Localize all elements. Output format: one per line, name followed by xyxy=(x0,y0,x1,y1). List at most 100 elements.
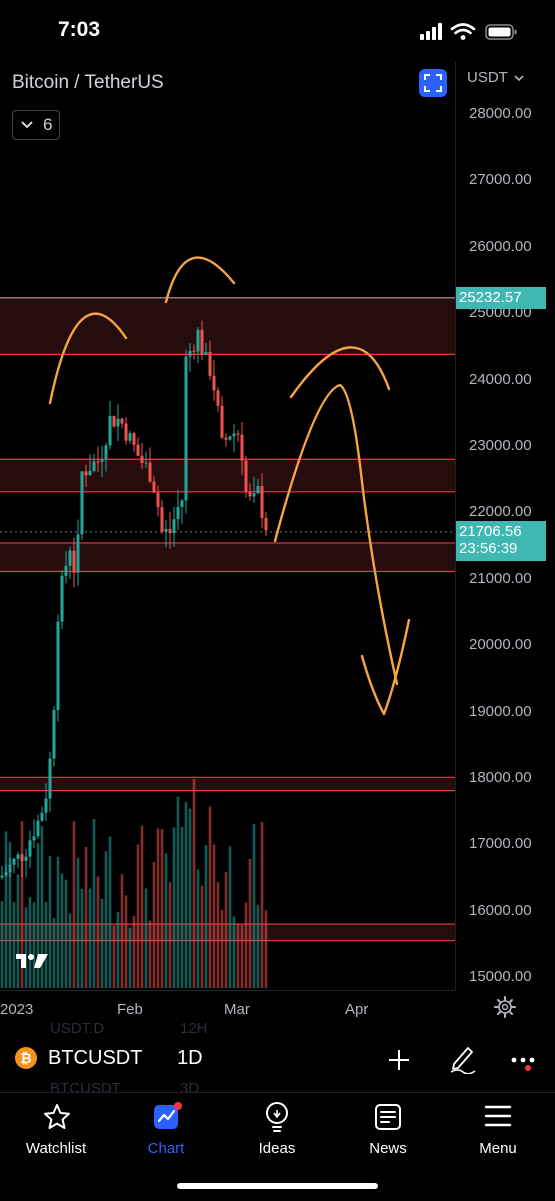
candle-body xyxy=(208,351,212,376)
nav-label: Menu xyxy=(479,1140,517,1157)
price-tick-label: 15000.00 xyxy=(469,968,532,986)
nav-news[interactable]: News xyxy=(338,1098,438,1158)
volume-bar xyxy=(36,842,40,988)
volume-bar xyxy=(160,829,164,988)
candle-body xyxy=(180,500,184,508)
price-tick-label: 20000.00 xyxy=(469,636,532,654)
nav-label: Chart xyxy=(147,1140,185,1157)
currency-selector[interactable]: USDT xyxy=(467,69,524,86)
volume-bar xyxy=(56,856,60,988)
chart-area[interactable] xyxy=(0,62,455,990)
candle-body xyxy=(52,710,56,759)
nav-chart[interactable]: Chart xyxy=(116,1098,216,1158)
high-price-tag: 25232.57 xyxy=(456,286,546,309)
time-label-feb: Feb xyxy=(117,1001,143,1018)
fullscreen-button[interactable] xyxy=(419,69,447,97)
candle-body xyxy=(172,519,176,534)
price-tick-label: 16000.00 xyxy=(469,901,532,919)
candle-body xyxy=(108,416,112,446)
candle-body xyxy=(212,375,216,391)
price-scale[interactable]: 28000.00 27000.00 26000.00 25000.00 24000.00… xyxy=(455,62,555,990)
candle-body xyxy=(44,798,48,813)
chart-title: Bitcoin / TetherUS xyxy=(12,72,164,93)
volume-bar xyxy=(20,821,24,988)
nav-menu[interactable]: Menu xyxy=(448,1098,548,1158)
candle-body xyxy=(84,471,88,476)
candle-body xyxy=(260,486,264,518)
volume-bar xyxy=(88,888,92,988)
candle-body xyxy=(112,416,116,427)
volume-bar xyxy=(252,823,256,988)
cellular-signal-icon xyxy=(420,23,442,40)
candle-body xyxy=(200,329,204,355)
time-label-apr: Apr xyxy=(345,1001,369,1018)
volume-bar xyxy=(224,871,228,988)
volume-bar xyxy=(108,836,112,988)
candle-body xyxy=(4,872,8,876)
candle-body xyxy=(220,405,224,438)
volume-bar xyxy=(200,885,204,988)
volume-bar xyxy=(152,861,156,988)
candle-body xyxy=(24,856,28,861)
candle-body xyxy=(0,875,4,878)
time-label-mar: Mar xyxy=(224,1001,250,1018)
currency-label: USDT xyxy=(467,69,508,86)
volume-bar xyxy=(204,845,208,988)
resistance-zone xyxy=(0,777,455,791)
candle-body xyxy=(248,491,252,497)
svg-text:₿: ₿ xyxy=(20,1051,31,1067)
candle-body xyxy=(116,418,120,427)
candle-body xyxy=(40,812,44,821)
more-options-icon[interactable] xyxy=(510,1054,538,1074)
volume-bar xyxy=(212,844,216,988)
candle-body xyxy=(60,575,64,622)
volume-bar xyxy=(228,846,232,988)
nav-watchlist[interactable]: Watchlist xyxy=(6,1098,106,1158)
candle-body xyxy=(8,864,12,873)
wifi-icon xyxy=(450,23,476,35)
ghost-symbol-above: USDT.D xyxy=(50,1020,105,1037)
candle-body xyxy=(16,854,20,859)
candlestick-chart[interactable] xyxy=(0,62,455,990)
candle-body xyxy=(256,486,260,494)
volume-bar xyxy=(244,902,248,988)
interval-selector[interactable]: 1D xyxy=(177,1047,203,1069)
volume-bar xyxy=(172,827,176,988)
volume-bar xyxy=(124,895,128,988)
chevron-down-icon xyxy=(21,121,33,129)
volume-bar xyxy=(4,831,8,988)
drawn-projection-path xyxy=(273,383,399,686)
volume-bar xyxy=(184,801,188,988)
symbol-name[interactable]: BTCUSDT xyxy=(48,1047,143,1069)
volume-bar xyxy=(136,844,140,988)
resistance-zone xyxy=(0,459,455,492)
indicator-toggle-chip[interactable]: 6 xyxy=(12,110,60,140)
volume-bar xyxy=(100,898,104,988)
drawn-arc-right xyxy=(289,346,391,399)
volume-bar xyxy=(0,901,4,988)
candle-body xyxy=(128,433,132,441)
hamburger-icon xyxy=(484,1105,512,1127)
lightbulb-icon xyxy=(266,1102,288,1132)
chart-settings-gear-icon[interactable] xyxy=(494,996,516,1018)
nav-ideas[interactable]: Ideas xyxy=(227,1098,327,1158)
volume-bar xyxy=(60,873,64,988)
volume-bar xyxy=(84,846,88,988)
resistance-zone xyxy=(0,542,455,572)
time-axis[interactable]: 2023 Feb Mar Apr xyxy=(0,990,455,1031)
drawing-tools-pen-icon[interactable] xyxy=(448,1044,476,1074)
candle-body xyxy=(20,854,24,861)
candle-body xyxy=(68,550,72,566)
resistance-zone xyxy=(0,924,455,941)
price-tick-label: 22000.00 xyxy=(469,503,532,521)
volume-bar xyxy=(120,874,124,988)
candle-body xyxy=(124,423,128,441)
candle-body xyxy=(88,470,92,476)
volume-bar xyxy=(132,916,136,988)
candle-body xyxy=(56,621,60,711)
volume-bar xyxy=(48,856,52,988)
volume-bar xyxy=(80,888,84,988)
add-plus-icon[interactable] xyxy=(387,1048,411,1072)
candle-body xyxy=(136,444,140,456)
candle-body xyxy=(232,433,236,437)
